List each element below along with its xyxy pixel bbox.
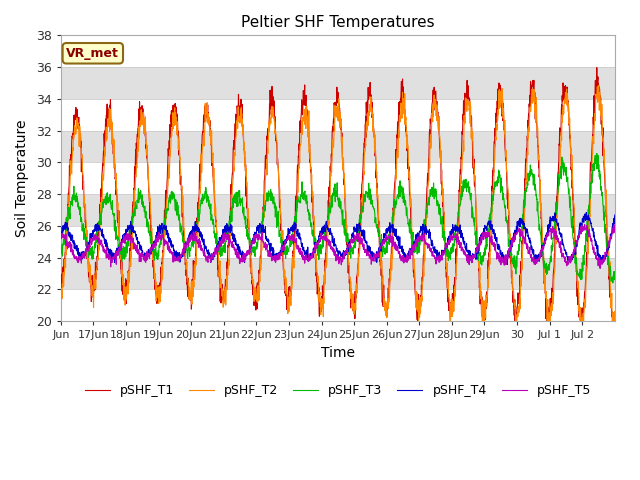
pSHF_T3 — [593, 151, 600, 156]
pSHF_T1 — [312, 257, 319, 263]
pSHF_T1 — [57, 282, 65, 288]
Bar — [61, 67, 615, 99]
pSHF_T4 — [504, 262, 511, 267]
pSHF_T1 — [593, 65, 600, 71]
pSHF_T1 — [595, 84, 603, 90]
pSHF_T3 — [609, 280, 617, 286]
Line: pSHF_T4: pSHF_T4 — [61, 213, 615, 264]
pSHF_T3 — [611, 274, 619, 280]
Legend: pSHF_T1, pSHF_T2, pSHF_T3, pSHF_T4, pSHF_T5: pSHF_T1, pSHF_T2, pSHF_T3, pSHF_T4, pSHF… — [79, 379, 596, 402]
pSHF_T5 — [595, 254, 603, 260]
pSHF_T2 — [595, 88, 602, 94]
pSHF_T5 — [611, 222, 619, 228]
pSHF_T5 — [595, 255, 603, 261]
pSHF_T3 — [326, 207, 334, 213]
pSHF_T3 — [85, 244, 93, 250]
pSHF_T5 — [312, 243, 319, 249]
pSHF_T5 — [493, 250, 501, 255]
pSHF_T4 — [611, 212, 619, 218]
pSHF_T1 — [577, 328, 585, 334]
pSHF_T1 — [493, 98, 501, 104]
Title: Peltier SHF Temperatures: Peltier SHF Temperatures — [241, 15, 435, 30]
pSHF_T1 — [611, 321, 619, 327]
X-axis label: Time: Time — [321, 346, 355, 360]
pSHF_T1 — [85, 273, 93, 279]
pSHF_T5 — [596, 265, 604, 271]
pSHF_T2 — [611, 316, 619, 322]
pSHF_T5 — [580, 222, 588, 228]
pSHF_T1 — [326, 163, 334, 169]
pSHF_T3 — [595, 161, 603, 167]
pSHF_T2 — [595, 95, 603, 101]
pSHF_T1 — [595, 90, 603, 96]
pSHF_T4 — [57, 231, 65, 237]
Line: pSHF_T1: pSHF_T1 — [61, 68, 615, 331]
pSHF_T2 — [312, 239, 319, 245]
pSHF_T4 — [493, 241, 501, 247]
pSHF_T3 — [312, 237, 319, 242]
pSHF_T5 — [57, 235, 65, 241]
pSHF_T3 — [57, 252, 65, 257]
Y-axis label: Soil Temperature: Soil Temperature — [15, 120, 29, 237]
pSHF_T2 — [57, 291, 65, 297]
pSHF_T4 — [326, 226, 334, 231]
Line: pSHF_T5: pSHF_T5 — [61, 225, 615, 268]
pSHF_T2 — [610, 331, 618, 337]
pSHF_T2 — [493, 127, 501, 133]
Line: pSHF_T2: pSHF_T2 — [61, 85, 615, 334]
pSHF_T2 — [326, 198, 334, 204]
pSHF_T2 — [595, 83, 603, 88]
Bar — [61, 194, 615, 226]
pSHF_T4 — [595, 252, 603, 258]
pSHF_T3 — [493, 180, 501, 185]
pSHF_T4 — [85, 242, 93, 248]
Bar — [61, 258, 615, 289]
pSHF_T4 — [312, 244, 319, 250]
pSHF_T4 — [582, 210, 590, 216]
Bar — [61, 131, 615, 162]
pSHF_T2 — [85, 269, 93, 275]
pSHF_T5 — [85, 242, 93, 248]
pSHF_T4 — [595, 256, 603, 262]
Text: VR_met: VR_met — [67, 47, 119, 60]
Line: pSHF_T3: pSHF_T3 — [61, 154, 615, 283]
pSHF_T5 — [326, 244, 334, 250]
pSHF_T3 — [595, 166, 603, 172]
